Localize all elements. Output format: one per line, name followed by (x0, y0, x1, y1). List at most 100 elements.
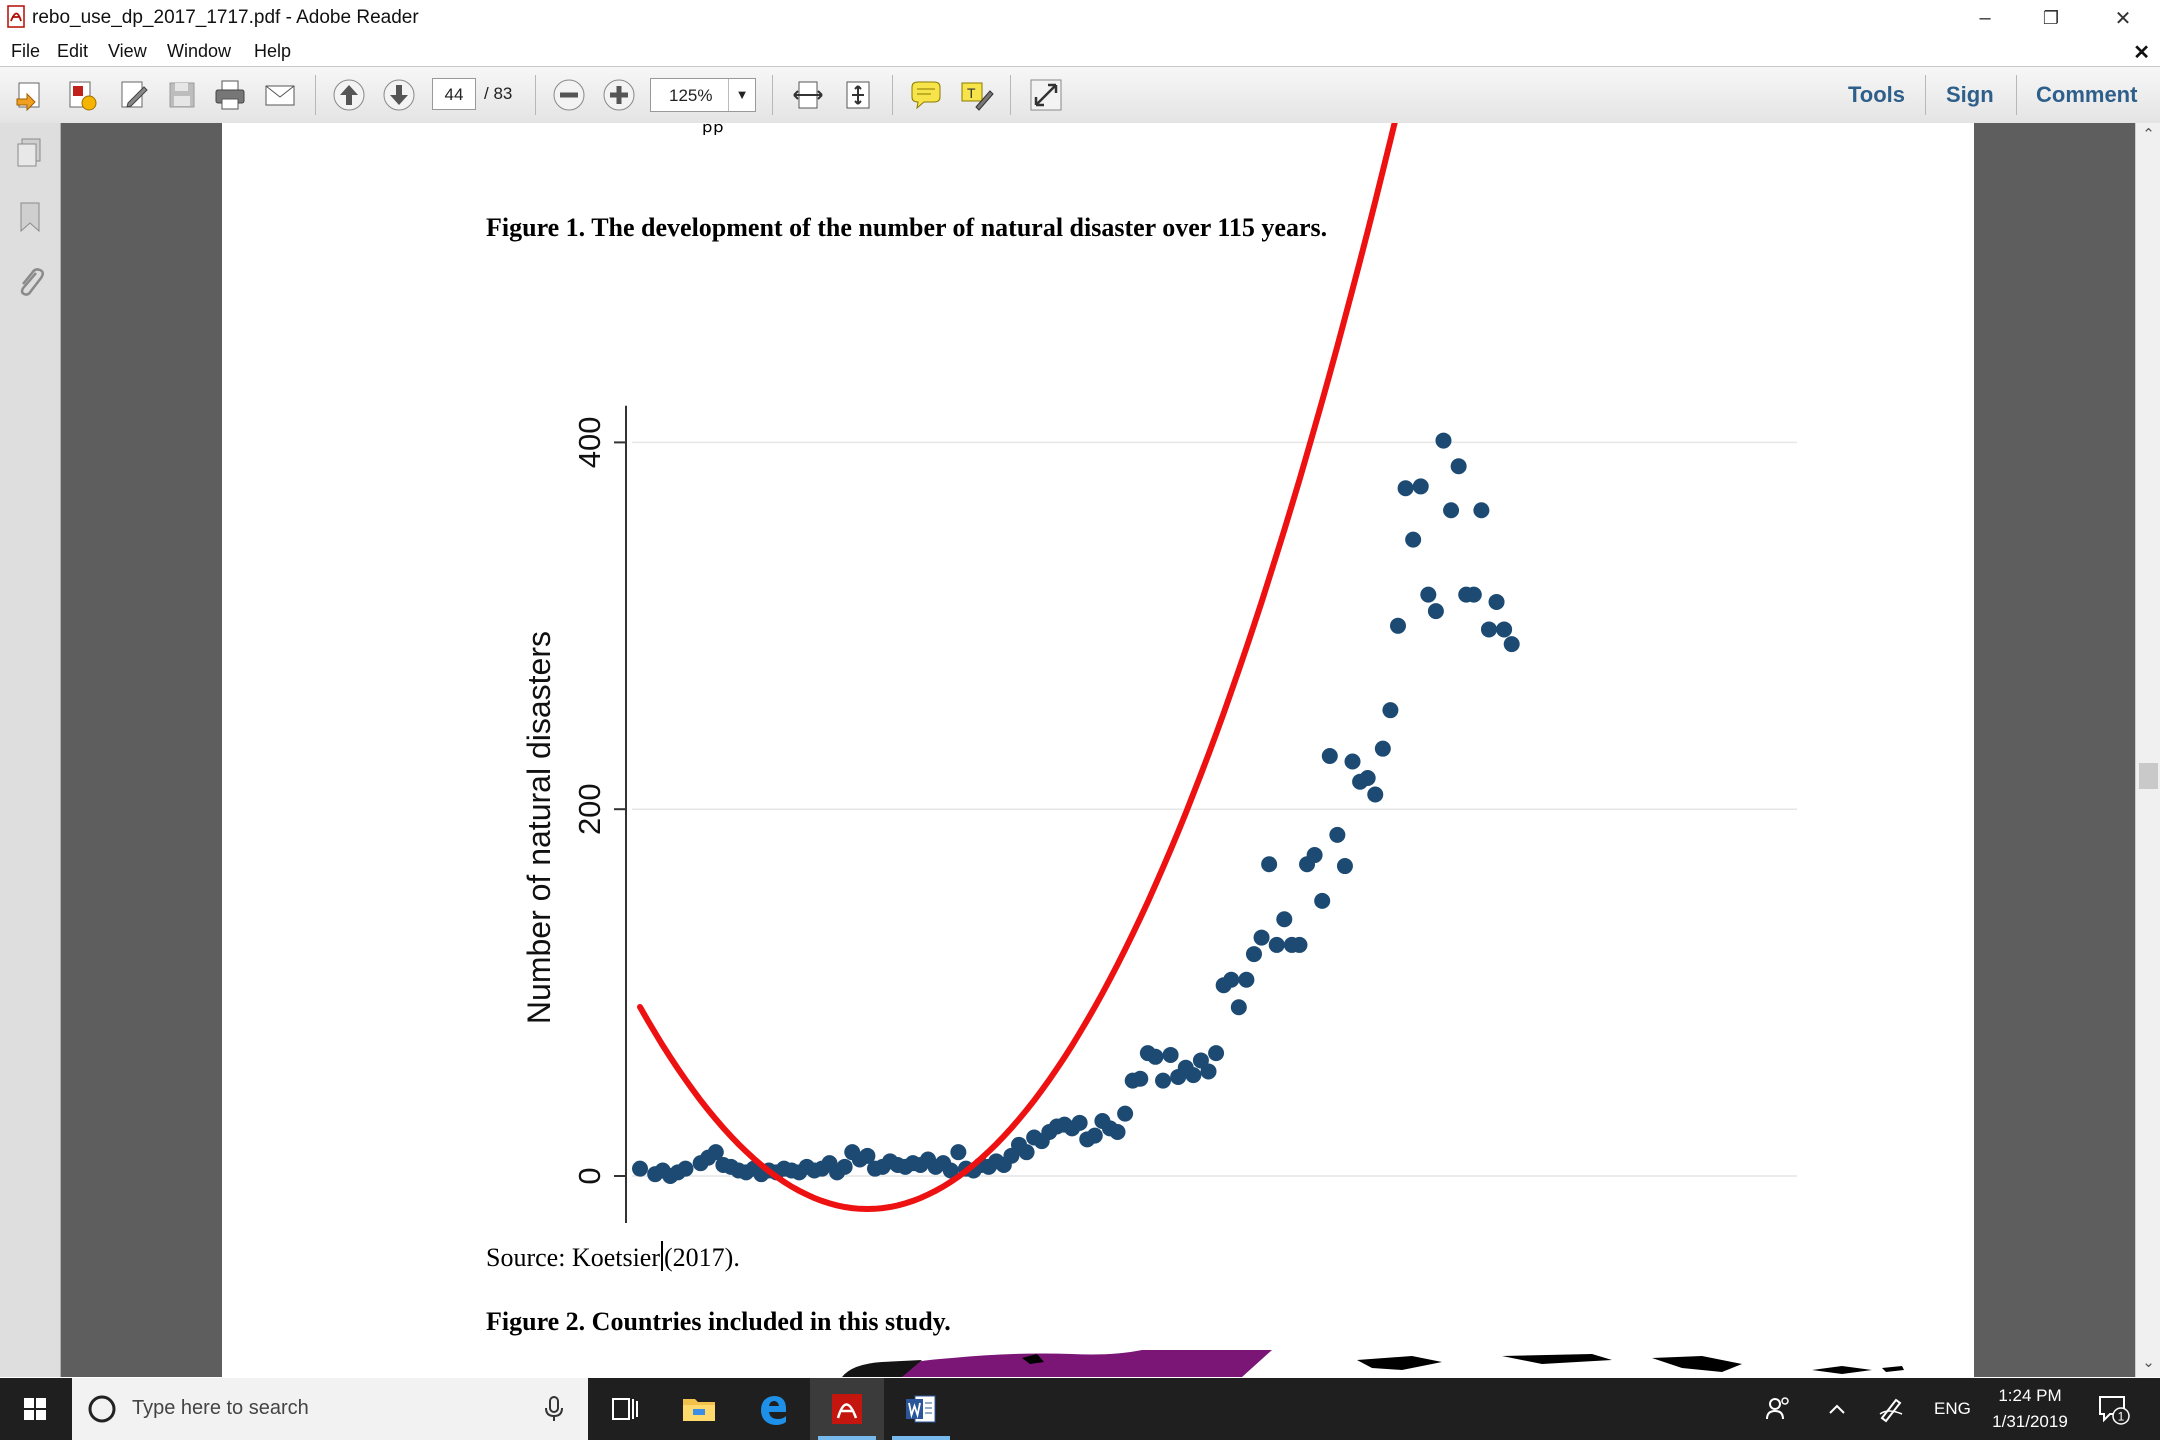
attachments-paperclip-icon[interactable] (12, 263, 48, 299)
pen-workspace-icon[interactable] (1876, 1394, 1906, 1424)
data-point (1374, 740, 1391, 757)
close-document-button[interactable]: ✕ (2133, 42, 2150, 64)
data-point (1427, 603, 1444, 620)
previous-page-button[interactable] (331, 77, 367, 113)
data-point (1253, 929, 1270, 946)
data-point (1329, 826, 1346, 843)
menu-window[interactable]: Window (167, 41, 232, 61)
fit-curve-line (637, 123, 1398, 1213)
source-text: Source: Koetsier (2017). (486, 1241, 740, 1273)
chevron-down-icon[interactable]: ▼ (728, 79, 755, 111)
toolbar-separator (1010, 75, 1011, 115)
edit-pdf-button[interactable] (116, 77, 152, 113)
menu-edit[interactable]: Edit (57, 41, 89, 61)
data-point (1306, 847, 1323, 864)
toolbar-separator (772, 75, 773, 115)
input-language[interactable]: ENG (1934, 1399, 1971, 1418)
clock-date[interactable]: 1/31/2019 (1992, 1412, 2068, 1431)
page-thumbnails-icon[interactable] (12, 135, 48, 171)
data-point (1321, 748, 1338, 765)
data-point (1480, 621, 1497, 638)
data-point (1155, 1072, 1172, 1089)
sign-button[interactable]: Sign (1946, 82, 1994, 107)
tools-button[interactable]: Tools (1848, 82, 1906, 107)
open-file-icon (16, 82, 40, 112)
minimize-button[interactable]: – (1979, 6, 1991, 29)
data-point (942, 1162, 959, 1179)
fit-page-icon (846, 81, 870, 109)
print-button[interactable] (212, 77, 248, 113)
data-point (1390, 617, 1406, 634)
taskbar-file-explorer[interactable] (662, 1378, 736, 1440)
fit-page-button[interactable] (840, 77, 876, 113)
data-points (632, 432, 1520, 1184)
y-tick-label: 200 (572, 783, 607, 835)
page-number-input[interactable]: 44 (432, 78, 476, 110)
data-point (1336, 858, 1353, 875)
minus-circle-icon (553, 79, 585, 111)
data-point (1344, 753, 1361, 770)
zoom-out-button[interactable] (551, 77, 587, 113)
data-point (1200, 1063, 1217, 1080)
figure-1-caption: Figure 1. The development of the number … (486, 213, 1328, 242)
data-point (1018, 1144, 1035, 1161)
data-point (1397, 480, 1414, 497)
data-point (677, 1160, 694, 1177)
menu-help[interactable]: Help (254, 41, 292, 61)
taskbar-adobe-reader[interactable] (810, 1378, 884, 1440)
data-point (1132, 1070, 1149, 1087)
zoom-in-button[interactable] (601, 77, 637, 113)
data-point (1245, 946, 1262, 963)
data-point (1405, 531, 1422, 548)
open-file-button[interactable] (13, 77, 49, 113)
data-point (1147, 1048, 1164, 1065)
microphone-icon[interactable] (542, 1395, 566, 1423)
data-point (859, 1147, 876, 1164)
task-view-icon (612, 1398, 638, 1420)
scroll-thumb[interactable] (2139, 763, 2158, 789)
full-screen-button[interactable] (1028, 77, 1064, 113)
start-button[interactable] (0, 1378, 70, 1440)
figure-2-caption: Figure 2. Countries included in this stu… (486, 1307, 951, 1336)
create-pdf-button[interactable] (64, 77, 100, 113)
scroll-down-arrow-icon[interactable]: ⌄ (2142, 1354, 2155, 1371)
data-point (1291, 936, 1308, 953)
word-icon (906, 1395, 936, 1423)
menu-view[interactable]: View (108, 41, 147, 61)
cortana-circle-icon (88, 1395, 116, 1423)
notification-center-icon[interactable]: 1 (2096, 1392, 2130, 1426)
taskbar-word[interactable] (884, 1378, 958, 1440)
highlight-text-button[interactable]: T (958, 77, 994, 113)
data-point (1268, 936, 1285, 953)
scroll-up-arrow-icon[interactable]: ⌃ (2142, 126, 2155, 143)
close-window-button[interactable]: ✕ (2114, 7, 2132, 30)
sticky-note-button[interactable] (908, 77, 944, 113)
comment-button[interactable]: Comment (2036, 82, 2138, 107)
save-button[interactable] (164, 77, 200, 113)
restore-button[interactable]: ❐ (2042, 7, 2060, 28)
data-point (1162, 1046, 1179, 1063)
adobe-reader-icon (7, 5, 25, 28)
next-page-button[interactable] (381, 77, 417, 113)
fit-width-button[interactable] (790, 77, 826, 113)
email-button[interactable] (262, 77, 298, 113)
taskbar-search-box[interactable]: Type here to search (72, 1378, 588, 1440)
clock-time[interactable]: 1:24 PM (1998, 1386, 2062, 1405)
zoom-select[interactable]: 125% ▼ (650, 78, 756, 112)
windows-logo-icon (24, 1398, 46, 1420)
chevron-up-icon[interactable] (1822, 1394, 1852, 1424)
menu-file[interactable]: File (11, 41, 41, 61)
fit-curve (637, 123, 1398, 1213)
y-tick-label: 400 (572, 417, 607, 469)
data-point (1185, 1067, 1202, 1084)
edge-browser-icon (761, 1396, 786, 1425)
bookmarks-icon[interactable] (12, 199, 48, 235)
toolbar: 44 / 83 125% ▼ T Tools Sign Comment (0, 66, 2160, 124)
people-icon[interactable] (1764, 1394, 1794, 1424)
text-cursor (661, 1241, 664, 1271)
task-view-button[interactable] (588, 1378, 662, 1440)
fit-width-icon (793, 81, 823, 109)
scatter-chart: 02004001900195020002050YearNumber of nat… (521, 123, 1797, 1223)
vertical-scrollbar[interactable]: ⌃ ⌄ (2135, 123, 2160, 1377)
taskbar-edge-browser[interactable] (736, 1378, 810, 1440)
